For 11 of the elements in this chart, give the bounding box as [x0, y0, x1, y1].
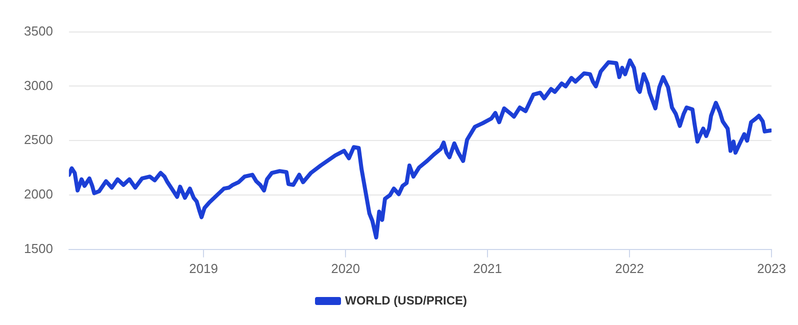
y-tick-label: 1500 — [24, 240, 53, 256]
y-tick-label: 3500 — [24, 23, 53, 38]
x-tick-label: 2021 — [473, 260, 502, 276]
y-tick-label: 2000 — [24, 186, 53, 202]
x-tick-label: 2023 — [757, 260, 786, 276]
x-tick-label: 2020 — [331, 260, 360, 276]
y-tick-label: 3000 — [24, 78, 53, 93]
y-tick-label: 2500 — [24, 132, 53, 148]
x-tick-label: 2019 — [189, 260, 218, 276]
legend-label: WORLD (USD/PRICE) — [345, 293, 468, 308]
x-tick-label: 2022 — [615, 260, 644, 276]
